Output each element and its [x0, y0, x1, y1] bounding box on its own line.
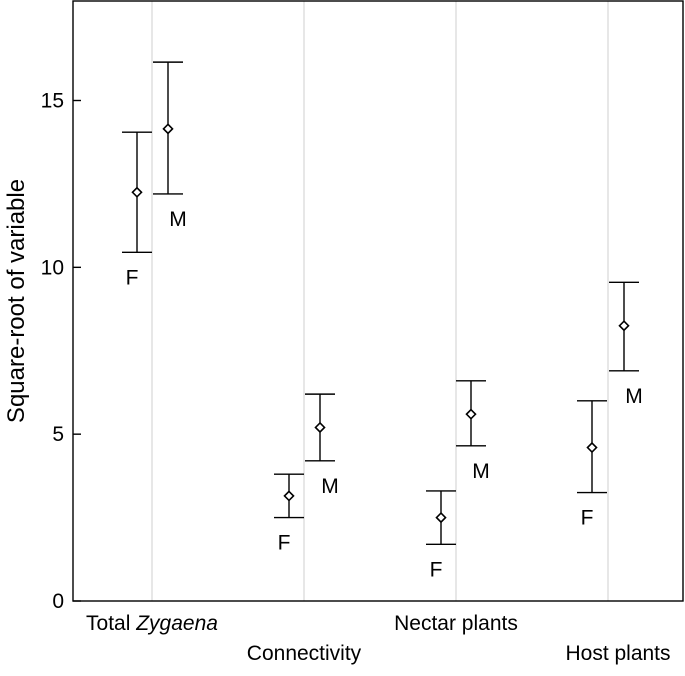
x-category-label: Nectar plants	[394, 612, 518, 635]
error-bars: F F F F M M M M	[122, 61, 643, 581]
error-bar-m: M	[153, 61, 187, 231]
y-axis: 0 5 10 15	[41, 90, 81, 613]
y-tick-label: 5	[52, 423, 64, 446]
x-category-label: Host plants	[565, 642, 670, 665]
y-tick-label: 10	[41, 256, 64, 279]
plot-frame	[72, 0, 684, 602]
x-axis: Total Zygaena Connectivity Nectar plants Ho…	[86, 612, 671, 665]
y-tick-label: 15	[41, 90, 64, 113]
x-category-label: Total Zygaena	[86, 612, 218, 635]
error-bar-f: F	[577, 400, 607, 530]
error-bar-f: F	[426, 490, 456, 581]
series-label-m: M	[321, 475, 339, 498]
grid-lines	[151, 1, 609, 601]
series-label-m: M	[169, 208, 187, 231]
y-tick-label: 0	[52, 590, 64, 613]
mean-point	[618, 320, 630, 332]
y-axis-label: Square-root of variable	[3, 179, 30, 423]
error-bar-m: M	[305, 393, 339, 498]
series-label-f: F	[430, 558, 443, 581]
series-label-m: M	[472, 460, 490, 483]
x-category-label: Connectivity	[247, 642, 362, 665]
series-label-f: F	[278, 532, 291, 555]
error-bar-m: M	[609, 281, 643, 408]
mean-point	[435, 511, 447, 524]
mean-point	[465, 408, 477, 420]
mean-point	[283, 490, 295, 502]
mean-point	[131, 186, 143, 198]
series-label-m: M	[625, 385, 643, 408]
error-bar-m: M	[456, 380, 490, 483]
mean-point	[586, 441, 598, 454]
error-bar-f: F	[122, 131, 152, 289]
mean-point	[162, 123, 174, 135]
error-bar-f: F	[274, 473, 304, 555]
series-label-f: F	[126, 266, 139, 289]
series-label-f: F	[581, 507, 594, 530]
mean-point	[314, 421, 326, 434]
